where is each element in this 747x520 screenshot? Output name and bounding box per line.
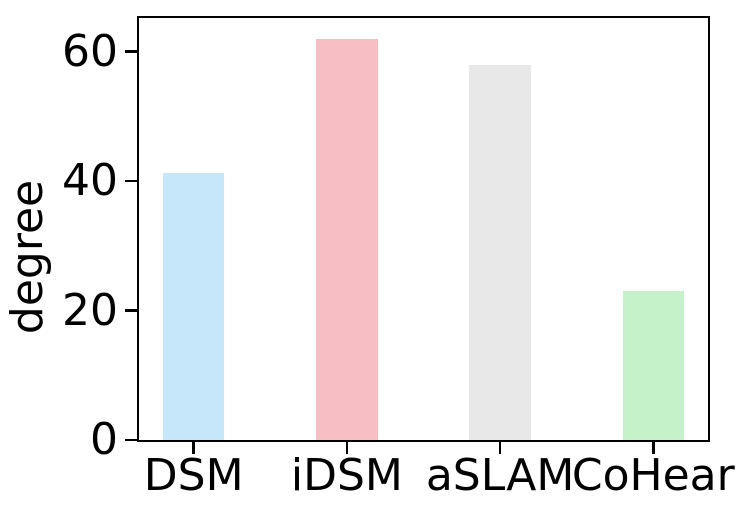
x-tick-label-DSM: DSM — [143, 450, 244, 501]
bar-CoHear — [622, 291, 684, 440]
bar-iDSM — [316, 38, 378, 440]
bar-aSLAM — [469, 64, 531, 440]
y-tick-mark-20 — [125, 309, 137, 312]
x-tick-label-iDSM: iDSM — [290, 450, 403, 501]
x-tick-label-CoHear: CoHear — [571, 450, 735, 501]
y-tick-label-20: 20 — [62, 284, 118, 336]
x-tick-mark-aSLAM — [498, 442, 502, 454]
y-tick-label-60: 60 — [62, 25, 118, 77]
x-tick-mark-CoHear — [652, 442, 655, 454]
y-tick-label-40: 40 — [62, 155, 118, 207]
plot-area — [137, 16, 710, 442]
x-tick-label-aSLAM: aSLAM — [425, 450, 575, 501]
x-tick-mark-iDSM — [345, 442, 349, 454]
x-tick-mark-DSM — [192, 442, 195, 454]
y-tick-label-0: 0 — [90, 414, 118, 465]
y-tick-mark-0 — [125, 438, 137, 442]
y-tick-mark-60 — [125, 50, 137, 53]
y-tick-mark-40 — [125, 179, 137, 183]
bar-DSM — [163, 172, 225, 440]
